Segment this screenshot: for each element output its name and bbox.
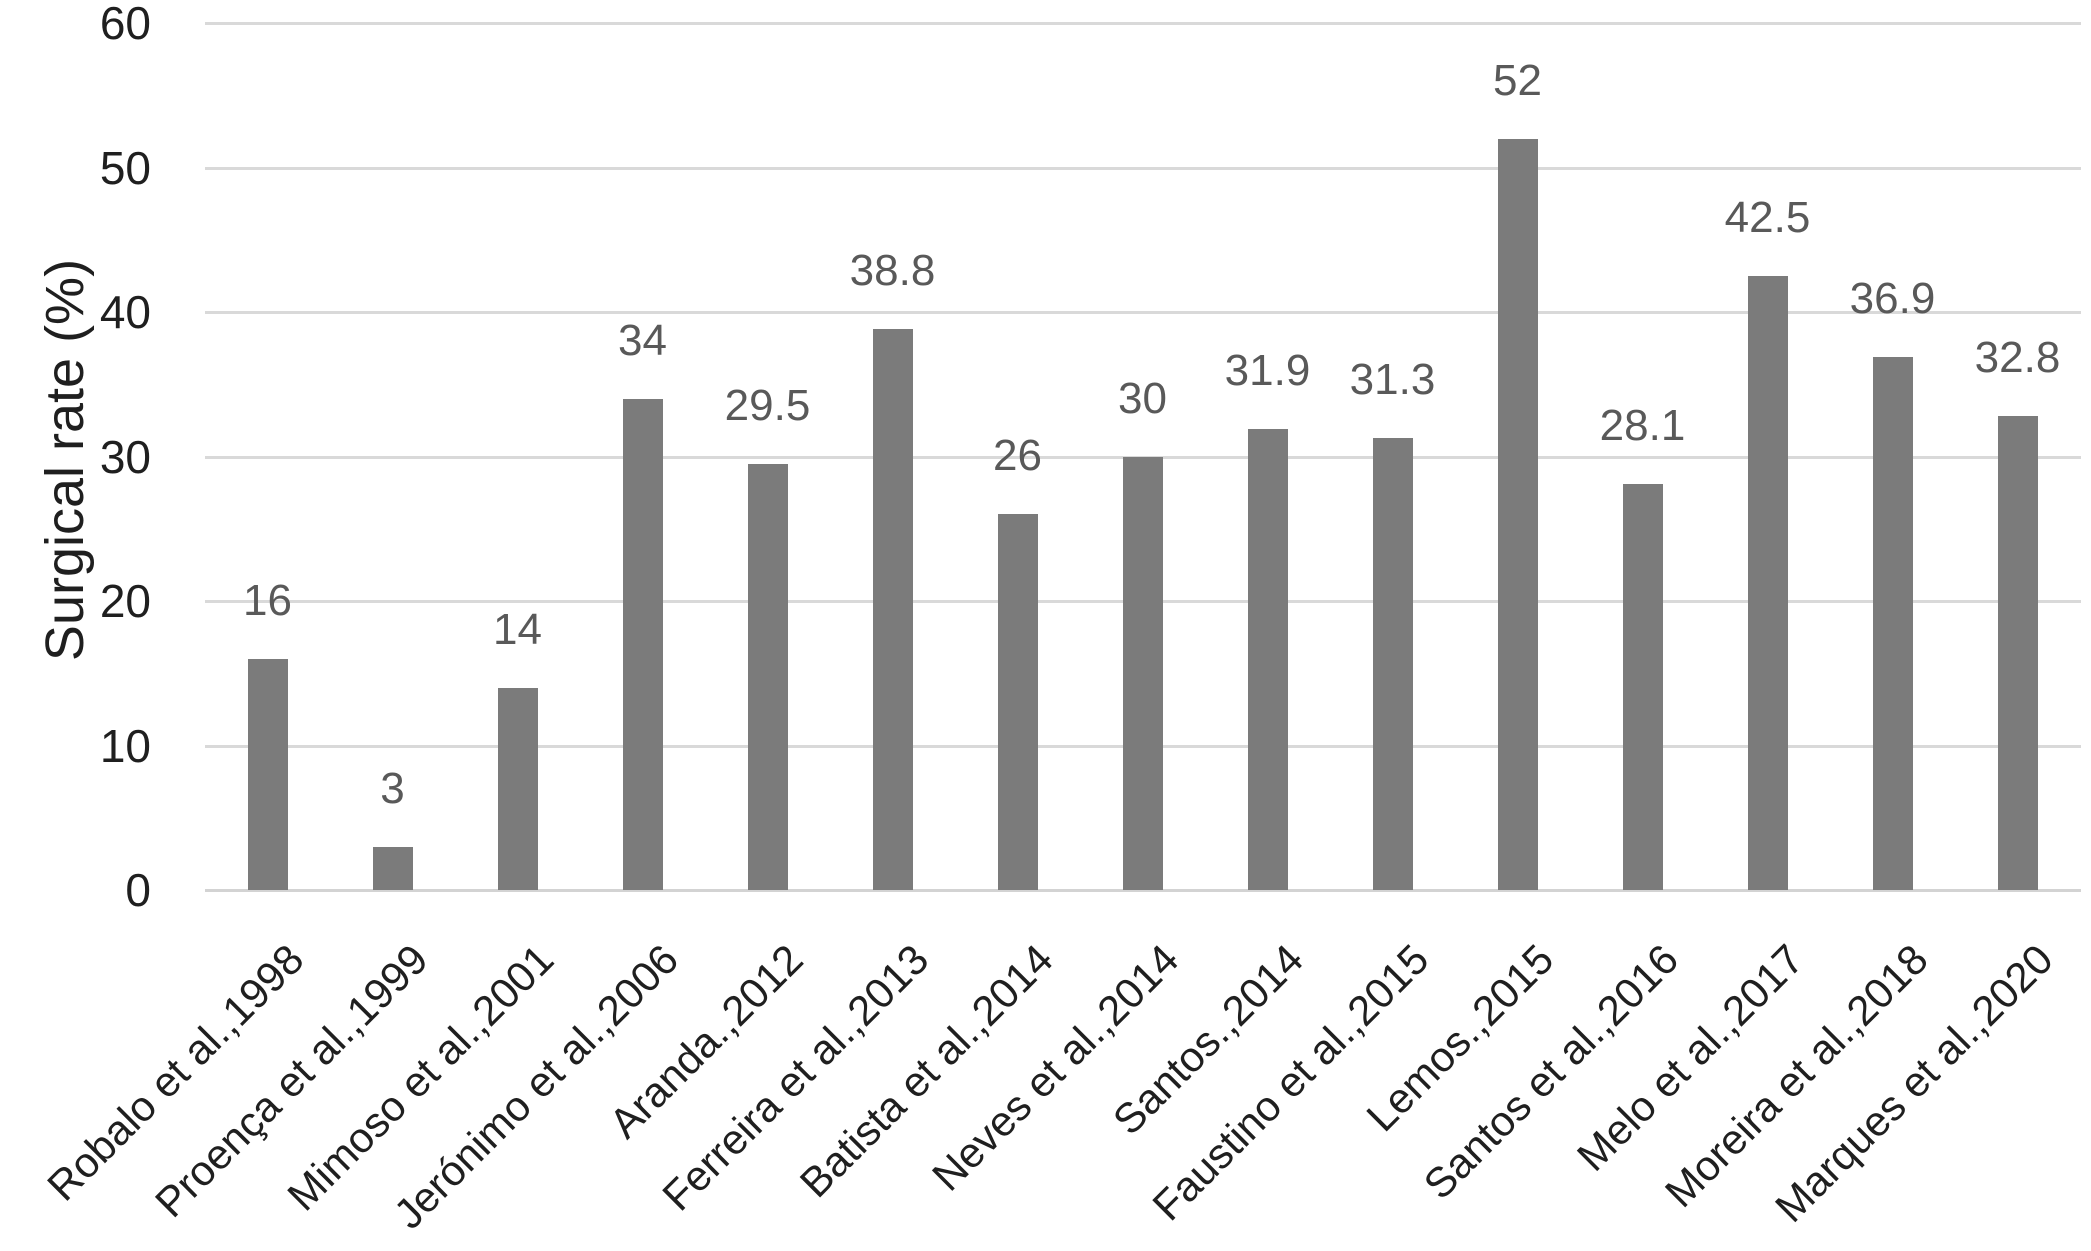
bar [1872,356,1913,890]
y-gridline [205,22,2081,25]
x-axis-line [205,889,2081,892]
bar-value-label: 16 [243,575,292,625]
y-axis-tick-label: 10 [99,719,151,772]
bar-value-label: 32.8 [1974,333,2061,383]
y-axis-tick-label: 50 [99,141,151,194]
bar-value-label: 36.9 [1849,273,1936,323]
bar [497,687,538,890]
bar [872,329,913,890]
y-gridline [205,166,2081,170]
bar [372,846,413,890]
bar-value-label: 52 [1493,55,1542,105]
bar-value-label: 38.8 [849,246,936,296]
y-axis-tick-label: 60 [99,0,151,49]
bar [1622,483,1663,890]
bar [1247,429,1288,890]
bar-value-label: 34 [618,315,667,365]
bar [622,398,663,890]
bar-value-label: 14 [493,604,542,654]
bar [1997,416,2038,890]
bar-value-label: 28.1 [1599,400,1686,450]
bar [247,658,288,890]
bar-value-label: 29.5 [724,380,811,430]
bar-value-label: 30 [1118,373,1167,423]
bar [1497,138,1538,890]
bar [1747,275,1788,890]
bar-value-label: 31.3 [1349,354,1436,404]
y-axis-tick-label: 40 [99,286,151,338]
bar [1372,437,1413,890]
y-gridline [205,311,2081,314]
x-axis-category-label: Melo et al.,2017 [1567,935,1813,1180]
y-axis-tick-label: 30 [99,430,151,483]
bar-value-label: 31.9 [1224,346,1311,396]
y-axis-tick-label: 0 [125,864,151,916]
y-axis-tick-label: 20 [99,575,151,627]
bar-value-label: 42.5 [1724,192,1811,242]
bar-value-label: 26 [993,431,1042,481]
bar-value-label: 3 [380,763,405,813]
bar [747,463,788,890]
bar [997,514,1038,890]
bar [1122,456,1163,890]
